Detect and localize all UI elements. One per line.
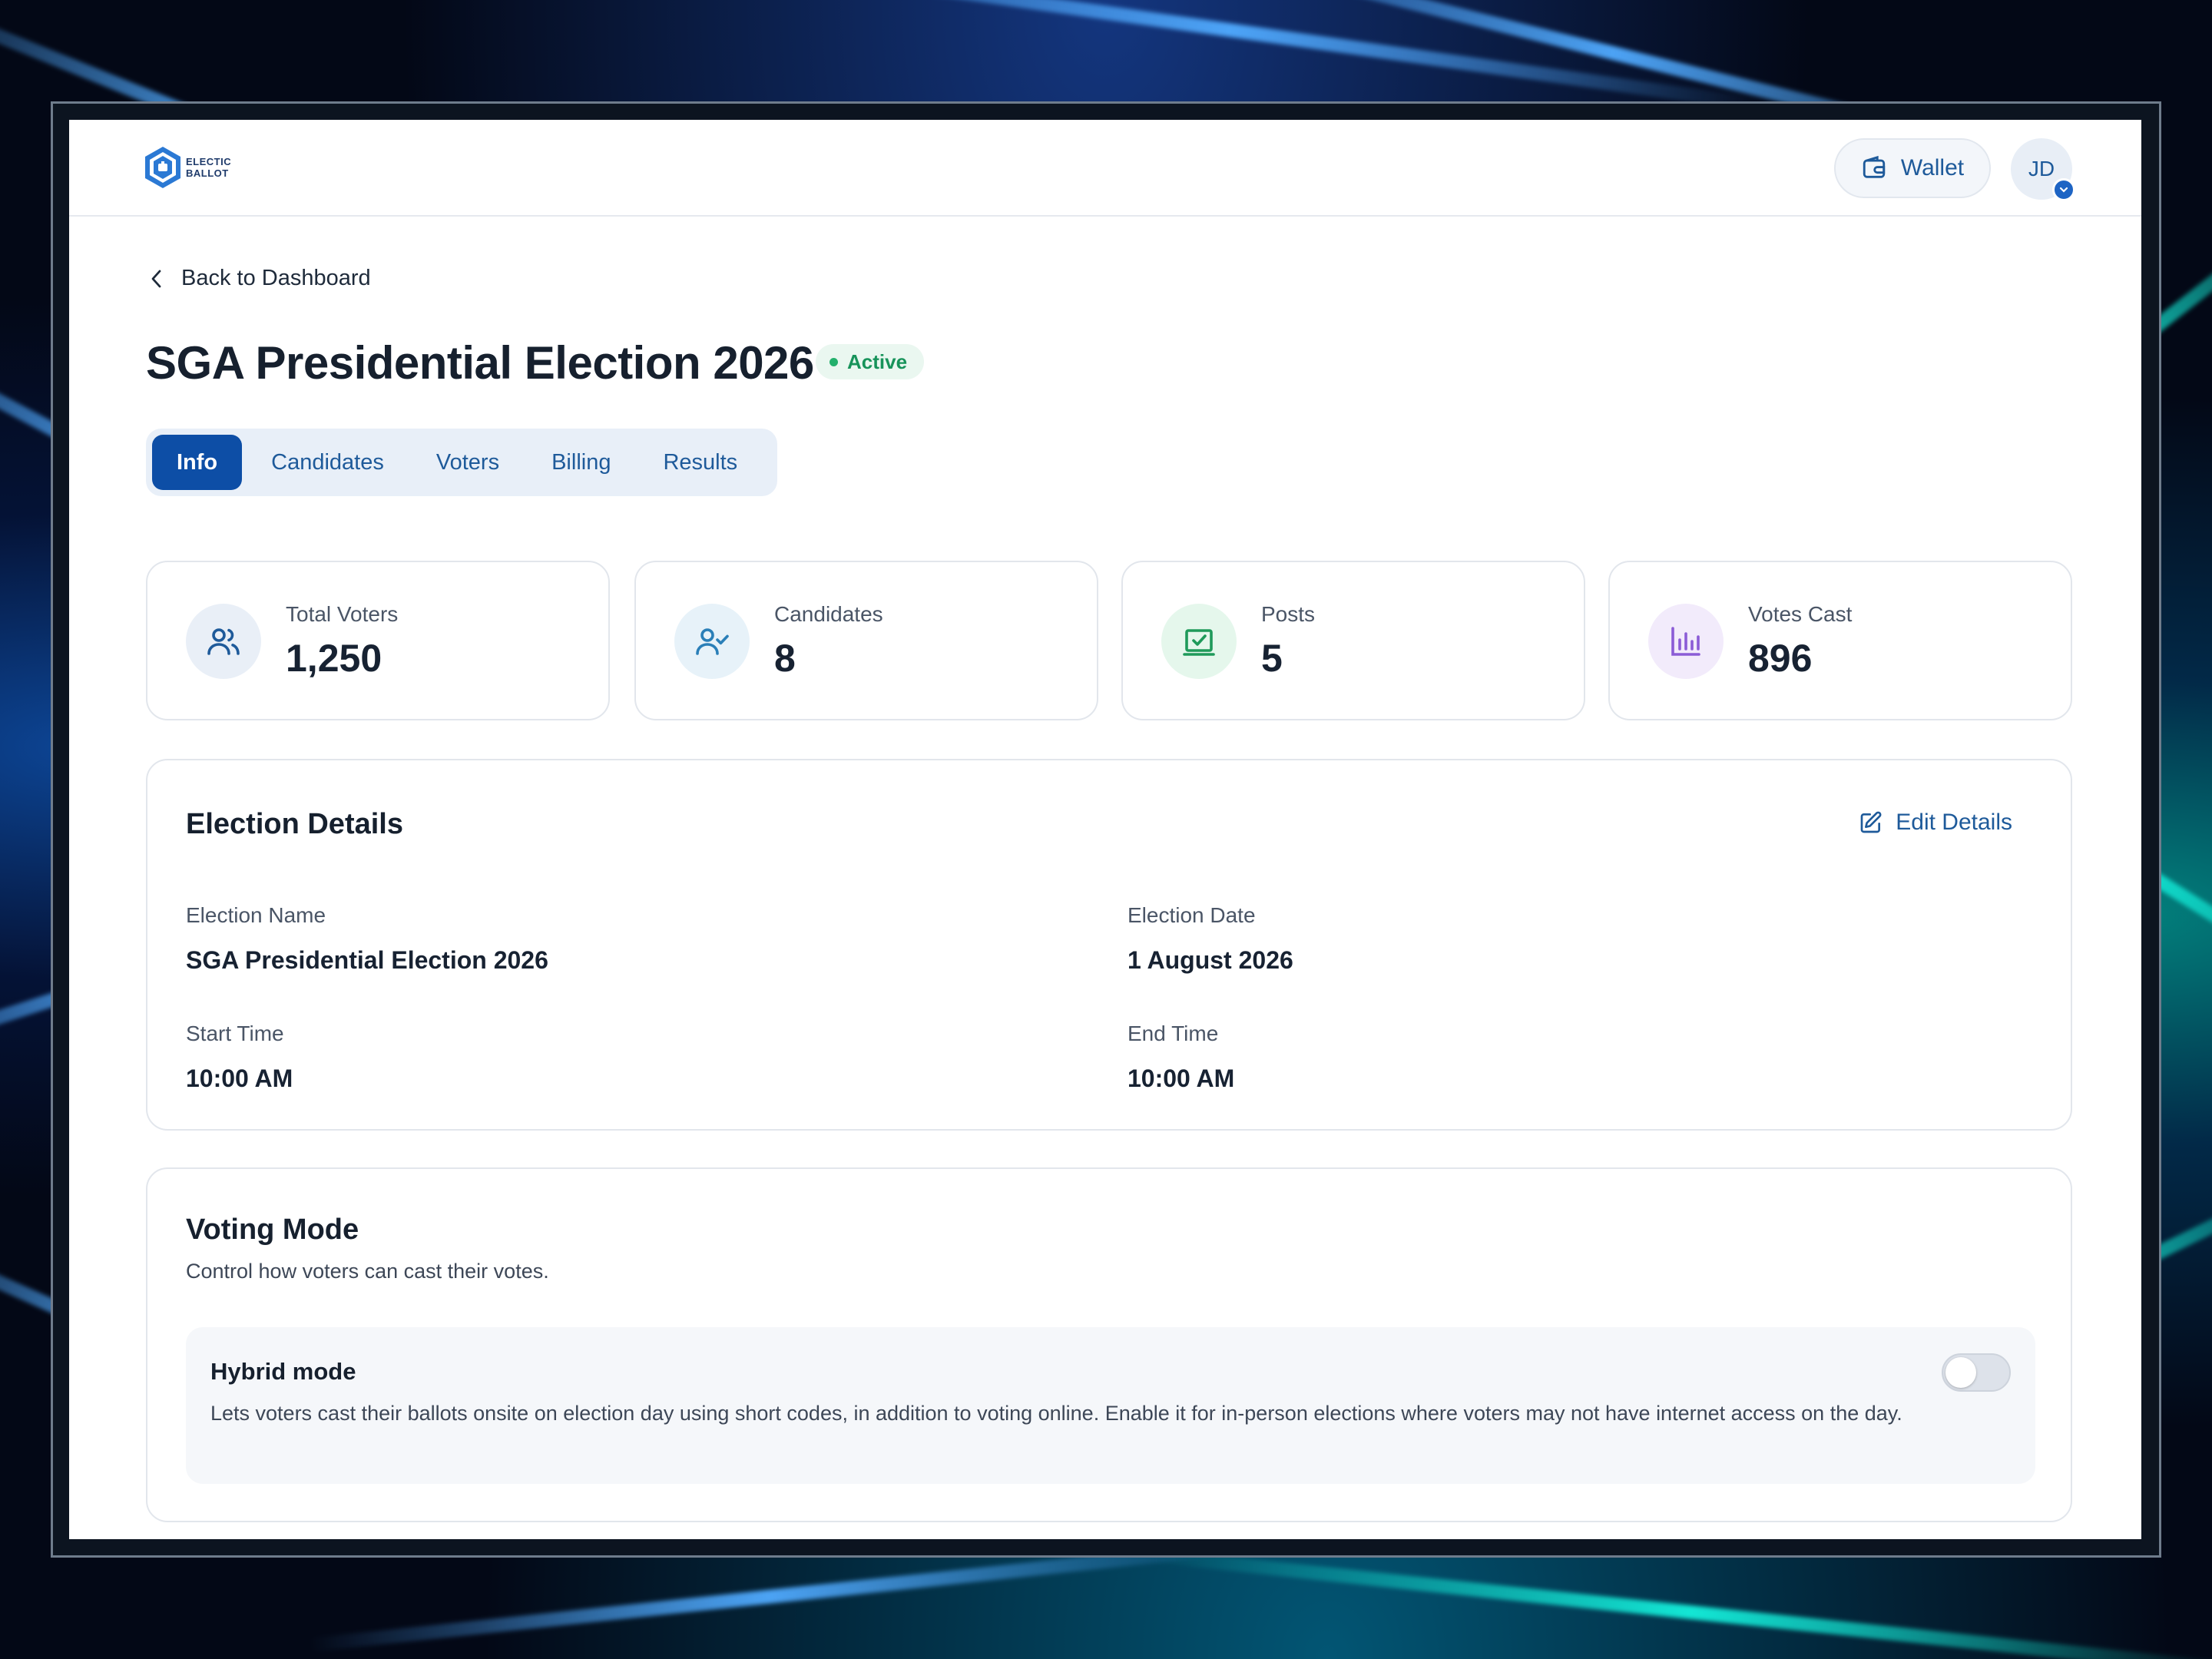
ballot-logo-icon bbox=[145, 147, 180, 188]
chevron-down-icon bbox=[2052, 178, 2075, 201]
hybrid-mode-toggle[interactable] bbox=[1942, 1353, 2011, 1392]
status-dot-icon bbox=[830, 357, 838, 366]
tab-results[interactable]: Results bbox=[663, 449, 738, 475]
stat-value: 5 bbox=[1261, 637, 1283, 680]
user-check-icon bbox=[674, 604, 750, 679]
tab-info[interactable]: Info bbox=[152, 435, 243, 490]
user-avatar[interactable]: JD bbox=[2011, 138, 2075, 201]
stat-label: Posts bbox=[1261, 602, 1316, 626]
stat-label: Votes Cast bbox=[1748, 602, 1853, 626]
wallet-button[interactable]: Wallet bbox=[1834, 138, 1991, 198]
app-window: ELECTIC BALLOT Wallet JD Back to Dashboa… bbox=[69, 120, 2141, 1539]
avatar-initials: JD bbox=[2028, 157, 2055, 180]
edit-details-label: Edit Details bbox=[1896, 810, 2012, 835]
wallet-icon bbox=[1863, 155, 1886, 178]
hybrid-mode-panel: Hybrid mode Lets voters cast their ballo… bbox=[186, 1327, 2035, 1484]
hybrid-mode-title: Hybrid mode bbox=[210, 1358, 356, 1385]
toggle-knob bbox=[1945, 1357, 1976, 1388]
field-label-election-name: Election Name bbox=[186, 903, 326, 927]
edit-details-button[interactable]: Edit Details bbox=[1859, 810, 2012, 836]
back-label: Back to Dashboard bbox=[181, 266, 371, 290]
field-value-start-time: 10:00 AM bbox=[186, 1065, 293, 1092]
status-label: Active bbox=[847, 349, 908, 373]
edit-icon bbox=[1860, 811, 1882, 833]
tab-billing[interactable]: Billing bbox=[551, 449, 611, 475]
field-value-election-name: SGA Presidential Election 2026 bbox=[186, 946, 548, 974]
stat-card-total-voters: Total Voters 1,250 bbox=[146, 561, 610, 720]
card-subtitle: Control how voters can cast their votes. bbox=[186, 1260, 549, 1283]
stat-card-candidates: Candidates 8 bbox=[634, 561, 1098, 720]
stat-value: 1,250 bbox=[286, 637, 382, 680]
bar-chart-icon bbox=[1648, 604, 1724, 679]
hybrid-mode-description: Lets voters cast their ballots onsite on… bbox=[210, 1402, 1902, 1425]
card-title: Election Details bbox=[186, 808, 403, 840]
stat-value: 8 bbox=[774, 637, 796, 680]
stat-label: Total Voters bbox=[286, 602, 399, 626]
field-value-election-date: 1 August 2026 bbox=[1128, 946, 1293, 974]
election-details-card: Election Details Edit Details Election N… bbox=[146, 759, 2072, 1131]
stat-value: 896 bbox=[1748, 637, 1813, 680]
users-icon bbox=[186, 604, 261, 679]
tab-bar: Info Candidates Voters Billing Results bbox=[146, 429, 777, 496]
field-label-start-time: Start Time bbox=[186, 1022, 284, 1045]
field-label-end-time: End Time bbox=[1128, 1022, 1219, 1045]
stat-label: Candidates bbox=[774, 602, 883, 626]
stat-card-posts: Posts 5 bbox=[1121, 561, 1585, 720]
chevron-left-icon bbox=[151, 270, 161, 287]
status-badge: Active bbox=[816, 344, 925, 379]
tab-candidates[interactable]: Candidates bbox=[271, 449, 384, 475]
stat-card-votes-cast: Votes Cast 896 bbox=[1608, 561, 2072, 720]
app-logo[interactable]: ELECTIC BALLOT bbox=[143, 144, 243, 190]
field-label-election-date: Election Date bbox=[1128, 903, 1256, 927]
card-title: Voting Mode bbox=[186, 1214, 359, 1246]
logo-wordmark: ELECTIC BALLOT bbox=[186, 156, 232, 179]
page-title: SGA Presidential Election 2026 bbox=[146, 337, 814, 389]
tab-voters[interactable]: Voters bbox=[435, 449, 500, 475]
field-value-end-time: 10:00 AM bbox=[1128, 1065, 1235, 1092]
wallet-label: Wallet bbox=[1900, 155, 1965, 180]
voting-mode-card: Voting Mode Control how voters can cast … bbox=[146, 1167, 2072, 1522]
back-to-dashboard-link[interactable]: Back to Dashboard bbox=[149, 266, 371, 291]
ballot-box-icon bbox=[1161, 604, 1237, 679]
top-bar: ELECTIC BALLOT Wallet JD bbox=[69, 120, 2141, 217]
